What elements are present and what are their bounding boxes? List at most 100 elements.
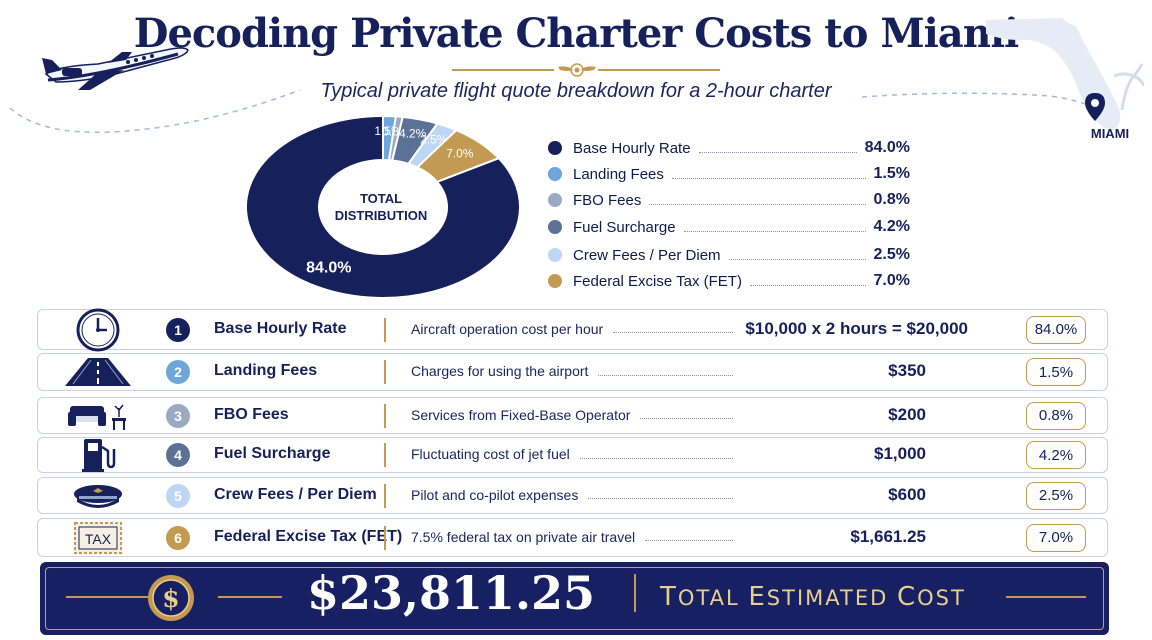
legend-swatch — [548, 220, 562, 234]
legend-value: 7.0% — [873, 272, 910, 289]
row-number-badge: 5 — [166, 483, 190, 508]
row-percent-badge: 1.5% — [1026, 358, 1086, 386]
runway-icon — [38, 354, 158, 390]
row-number-badge: 4 — [166, 443, 190, 467]
title-divider-right — [598, 69, 720, 71]
row-leader-dots — [579, 457, 733, 459]
legend-label: Base Hourly Rate — [573, 139, 691, 157]
row-amount: $1,661.25 — [850, 526, 926, 546]
legend-leader-dots — [671, 177, 866, 179]
row-leader-dots — [640, 418, 733, 419]
legend-swatch — [548, 167, 562, 181]
legend-value: 0.8% — [873, 191, 910, 208]
donut-data-label-5: 2.5% — [420, 133, 448, 147]
row-cost-name: Crew Fees / Per Diem — [214, 485, 377, 503]
table-row: 4 Fuel Surcharge Fluctuating cost of jet… — [37, 437, 1108, 473]
total-label: TOTAL ESTIMATED COST — [660, 582, 966, 612]
legend-item: Fuel Surcharge 4.2% — [548, 217, 910, 237]
row-number-badge: 3 — [166, 403, 190, 428]
legend-swatch — [548, 248, 562, 262]
clock-icon — [38, 308, 158, 351]
row-divider — [384, 360, 386, 384]
row-divider — [384, 525, 386, 550]
row-cost-name: Landing Fees — [214, 362, 318, 379]
page-title: Decoding Private Charter Costs to Miami — [133, 10, 1019, 57]
row-description: Charges for using the airport — [411, 363, 733, 379]
pilot-cap-icon — [38, 478, 158, 513]
table-row: TAX 6 Federal Excise Tax (FET) 7.5% fede… — [37, 518, 1108, 557]
title-divider-left — [452, 69, 554, 71]
row-percent-badge: 0.8% — [1026, 401, 1086, 430]
row-amount: $600 — [888, 484, 926, 504]
legend-label: Crew Fees / Per Diem — [573, 246, 721, 264]
row-description: 7.5% federal tax on private air travel — [411, 529, 733, 545]
legend-label: Federal Excise Tax (FET) — [573, 272, 742, 290]
table-row: 1 Base Hourly Rate Aircraft operation co… — [37, 308, 1108, 351]
donut-data-label-4: 4.2% — [399, 127, 427, 141]
banner-rule-left — [66, 596, 152, 598]
legend-value: 2.5% — [873, 246, 910, 263]
banner-rule-mid — [218, 596, 282, 598]
private-jet-icon — [42, 47, 189, 90]
fuel-pump-icon — [38, 438, 158, 472]
legend-item: Landing Fees 1.5% — [548, 164, 910, 184]
row-percent-badge: 84.0% — [1026, 315, 1086, 344]
total-cost-banner: $ $23,811.25 TOTAL ESTIMATED COST — [40, 562, 1109, 635]
legend-leader-dots — [749, 284, 866, 286]
donut-data-label-6: 7.0% — [446, 146, 474, 160]
table-row: 5 Crew Fees / Per Diem Pilot and co-pilo… — [37, 477, 1108, 514]
dollar-coin-icon: $ — [148, 575, 194, 621]
table-row: 3 FBO Fees Services from Fixed-Base Oper… — [37, 397, 1108, 434]
row-cost-name: Fuel Surcharge — [214, 445, 331, 462]
cost-distribution-donut-chart: 84.0%1.5%0.8%4.2%2.5%7.0% — [245, 114, 521, 299]
legend-swatch — [548, 141, 562, 155]
row-leader-dots — [588, 498, 733, 499]
svg-text:TAX: TAX — [85, 531, 112, 547]
total-separator — [634, 574, 636, 612]
tax-stamp-icon: TAX — [38, 519, 158, 556]
svg-text:$: $ — [162, 584, 179, 613]
legend-leader-dots — [683, 230, 866, 232]
legend-label: Landing Fees — [573, 165, 664, 183]
row-description: Services from Fixed-Base Operator — [411, 407, 733, 423]
row-cost-name: FBO Fees — [214, 405, 289, 423]
row-number-badge: 6 — [166, 525, 190, 550]
flight-path-decoration — [9, 89, 1101, 134]
row-cost-name: Federal Excise Tax (FET) — [214, 527, 403, 545]
row-description: Fluctuating cost of jet fuel — [411, 446, 733, 462]
row-cost-name: Base Hourly Rate — [214, 319, 347, 337]
legend-leader-dots — [649, 203, 866, 205]
row-amount: $350 — [888, 361, 926, 380]
row-number-badge: 1 — [166, 317, 190, 342]
row-amount: $1,000 — [874, 444, 926, 463]
legend-swatch — [548, 193, 562, 207]
row-divider — [384, 483, 386, 508]
armchair-icon — [38, 398, 158, 433]
map-location-label: MIAMI — [1090, 126, 1130, 141]
donut-slice-6 — [415, 128, 501, 184]
legend-label: FBO Fees — [573, 191, 642, 209]
legend-leader-dots — [728, 258, 866, 260]
legend-label: Fuel Surcharge — [573, 218, 676, 236]
table-row: 2 Landing Fees Charges for using the air… — [37, 353, 1108, 391]
row-percent-badge: 2.5% — [1026, 481, 1086, 510]
legend-value: 4.2% — [873, 218, 910, 235]
florida-map-icon — [986, 18, 1144, 130]
donut-center-label: TOTAL DISTRIBUTION — [334, 191, 428, 223]
legend-item: Base Hourly Rate 84.0% — [548, 138, 910, 158]
row-divider — [384, 403, 386, 428]
row-description: Pilot and co-pilot expenses — [411, 487, 733, 503]
row-divider — [384, 317, 386, 342]
row-leader-dots — [598, 374, 733, 376]
location-pin-icon — [1085, 93, 1105, 121]
row-number-badge: 2 — [166, 360, 190, 384]
row-divider — [384, 443, 386, 467]
donut-data-label-1: 84.0% — [306, 259, 351, 276]
donut-slice-1 — [245, 114, 521, 299]
row-leader-dots — [613, 332, 733, 333]
wings-emblem-icon — [558, 63, 596, 77]
total-amount: $23,811.25 — [306, 566, 596, 620]
row-percent-badge: 7.0% — [1026, 523, 1086, 552]
row-leader-dots — [645, 540, 733, 541]
legend-item: FBO Fees 0.8% — [548, 190, 910, 210]
